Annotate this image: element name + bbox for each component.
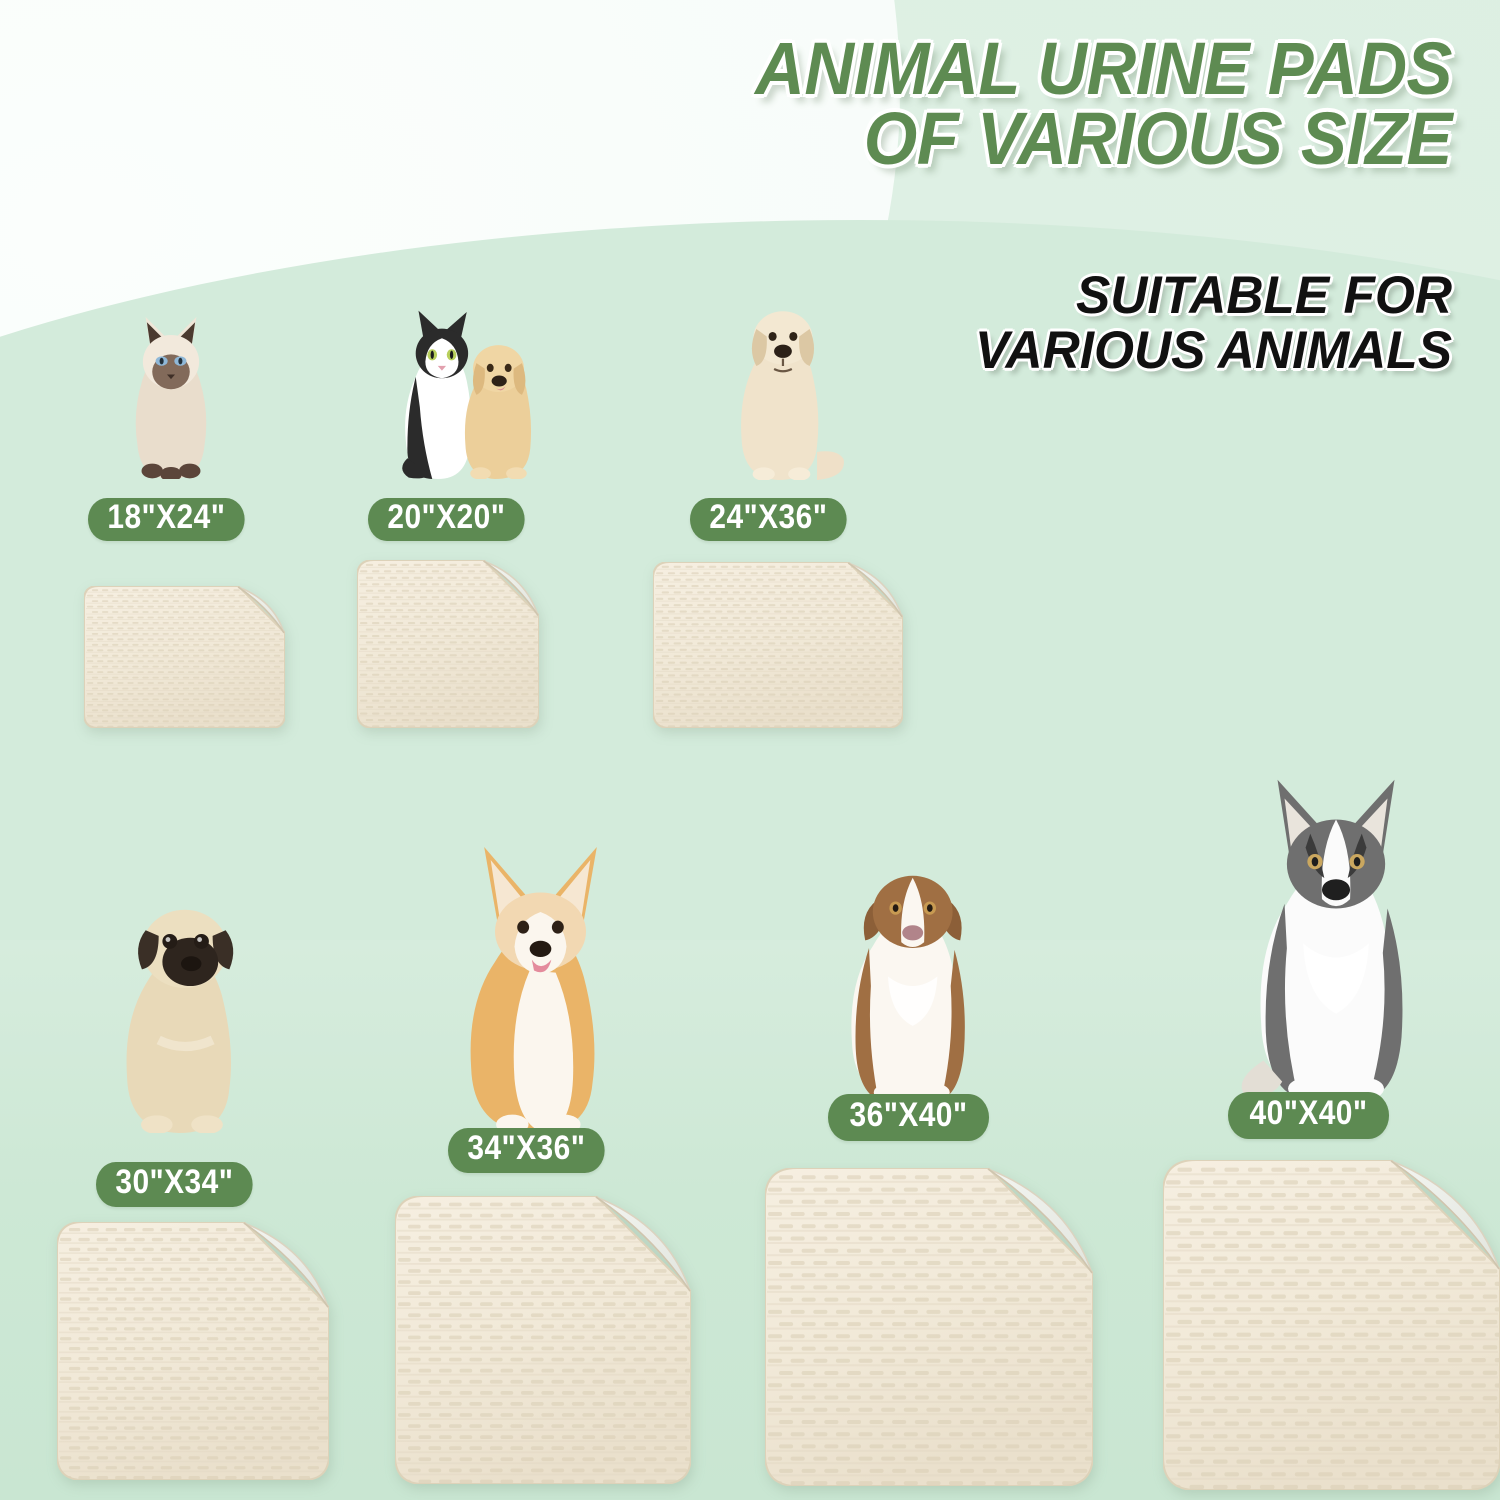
- page-subtitle: SUITABLE FOR VARIOUS ANIMALS: [975, 266, 1452, 381]
- animal-australian-shepherd: [812, 762, 1002, 1100]
- size-badge-40X40[interactable]: 40"X40": [1228, 1092, 1390, 1139]
- animal-corgi: [424, 808, 644, 1133]
- urine-pad-20X20[interactable]: [357, 560, 539, 728]
- animal-tan-mixed-breed-dog: [700, 258, 860, 480]
- urine-pad-34X36[interactable]: [395, 1196, 691, 1484]
- size-badge-label: 36"X40": [849, 1096, 968, 1134]
- size-badge-label: 20"X20": [387, 498, 506, 536]
- size-badge-36X40[interactable]: 36"X40": [828, 1094, 990, 1141]
- size-badge-20X20[interactable]: 20"X20": [368, 498, 525, 541]
- urine-pad-18X24[interactable]: [84, 586, 285, 728]
- size-badge-34X36[interactable]: 34"X36": [448, 1128, 605, 1173]
- size-badge-24X36[interactable]: 24"X36": [690, 498, 847, 541]
- size-badge-label: 34"X36": [467, 1129, 586, 1167]
- page-title: ANIMAL URINE PADS OF VARIOUS SIZE: [755, 27, 1452, 181]
- animal-pug: [88, 843, 274, 1133]
- animal-siamese-cat: [104, 277, 238, 479]
- animal-siberian-husky: [1212, 698, 1446, 1098]
- size-badge-label: 30"X34": [115, 1163, 234, 1201]
- urine-pad-40X40[interactable]: [1163, 1160, 1500, 1490]
- size-badge-18X24[interactable]: 18"X24": [88, 498, 245, 541]
- urine-pad-24X36[interactable]: [653, 562, 903, 728]
- size-badge-label: 24"X36": [709, 498, 828, 536]
- size-badge-label: 18"X24": [107, 498, 226, 536]
- size-badge-label: 40"X40": [1249, 1094, 1368, 1132]
- urine-pad-36X40[interactable]: [765, 1168, 1093, 1486]
- animal-tuxedo-cat-and-labrador-puppy: [355, 272, 573, 479]
- size-badge-30X34[interactable]: 30"X34": [96, 1162, 253, 1207]
- urine-pad-30X34[interactable]: [57, 1222, 329, 1480]
